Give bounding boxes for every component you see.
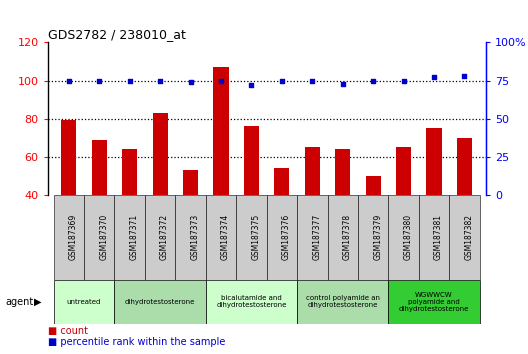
Bar [54,195,84,280]
Text: GSM187381: GSM187381 [434,214,443,260]
Bar [457,138,472,195]
Bar [61,120,77,195]
Bar [236,195,267,280]
Bar [206,195,236,280]
Bar [115,280,206,324]
Bar [365,176,381,195]
Bar [297,280,389,324]
Bar [358,195,389,280]
Text: ■ percentile rank within the sample: ■ percentile rank within the sample [48,337,225,347]
Text: GSM187378: GSM187378 [343,214,352,260]
Text: GSM187382: GSM187382 [465,214,474,260]
Text: GSM187371: GSM187371 [130,214,139,260]
Text: bicalutamide and
dihydrotestosterone: bicalutamide and dihydrotestosterone [216,295,287,308]
Point [95,78,103,84]
Text: GSM187376: GSM187376 [282,214,291,260]
Bar [327,195,358,280]
Bar [183,170,198,195]
Text: GSM187373: GSM187373 [191,214,200,260]
Point [430,75,438,80]
Bar [244,126,259,195]
Point [247,82,256,88]
Bar [175,195,206,280]
Bar [449,195,479,280]
Point [369,78,378,84]
Text: GSM187375: GSM187375 [251,214,260,260]
Bar [145,195,175,280]
Bar [122,149,137,195]
Bar [153,113,168,195]
Bar [427,128,441,195]
Bar [206,280,297,324]
Text: ■ count: ■ count [48,326,88,336]
Point [64,78,73,84]
Bar [297,195,327,280]
Bar [84,195,115,280]
Text: dihydrotestosterone: dihydrotestosterone [125,299,195,305]
Bar [213,67,229,195]
Point [156,78,164,84]
Text: WGWWCW
polyamide and
dihydrotestosterone: WGWWCW polyamide and dihydrotestosterone [399,292,469,312]
Point [338,81,347,86]
Bar [335,149,351,195]
Point [186,79,195,85]
Bar [305,147,320,195]
Text: untreated: untreated [67,299,101,305]
Bar [115,195,145,280]
Point [399,78,408,84]
Text: GSM187377: GSM187377 [312,214,322,260]
Text: GSM187379: GSM187379 [373,214,382,260]
Text: ▶: ▶ [34,297,42,307]
Bar [274,168,289,195]
Point [308,78,316,84]
Text: GSM187374: GSM187374 [221,214,230,260]
Point [126,78,134,84]
Text: GSM187369: GSM187369 [69,214,78,260]
Text: GSM187370: GSM187370 [99,214,108,260]
Text: GSM187380: GSM187380 [403,214,412,260]
Text: GDS2782 / 238010_at: GDS2782 / 238010_at [48,28,185,41]
Bar [389,195,419,280]
Point [278,78,286,84]
Bar [267,195,297,280]
Bar [396,147,411,195]
Text: GSM187372: GSM187372 [160,214,169,260]
Bar [92,139,107,195]
Point [217,78,225,84]
Text: agent: agent [5,297,34,307]
Bar [389,280,479,324]
Bar [54,280,115,324]
Bar [419,195,449,280]
Text: control polyamide an
dihydrotestosterone: control polyamide an dihydrotestosterone [306,295,380,308]
Point [460,73,469,79]
